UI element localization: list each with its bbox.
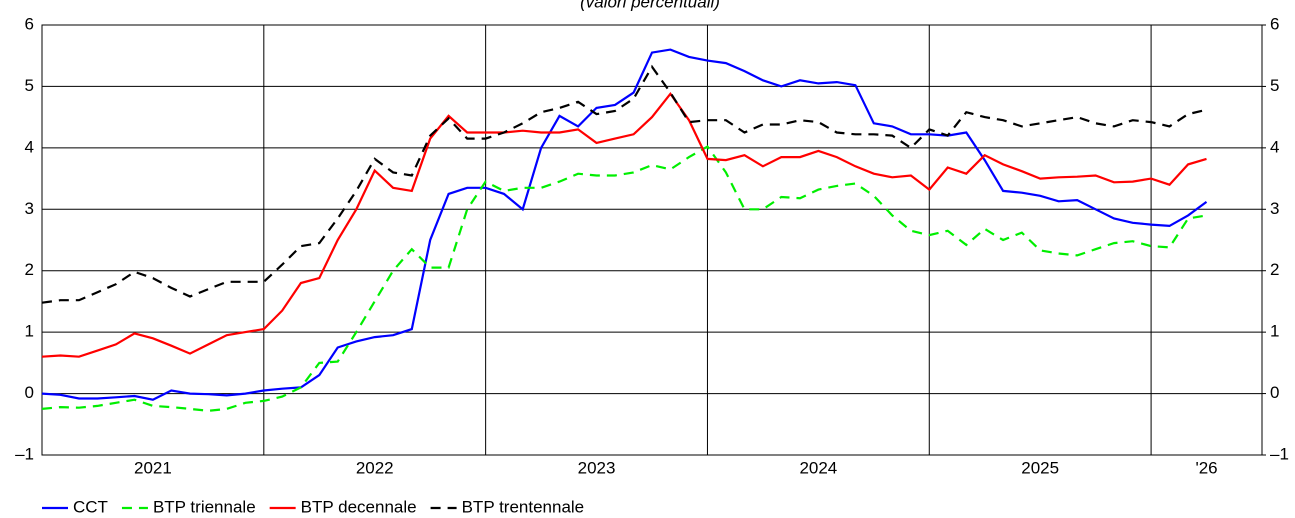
series-line: [41, 64, 1207, 304]
y-tick-label: –1: [15, 444, 34, 463]
y-tick-label: 2: [25, 260, 34, 279]
x-tick-label: '26: [1195, 458, 1217, 477]
y2-tick-label: 5: [1270, 76, 1279, 95]
legend-label: BTP trentennale: [462, 497, 585, 516]
y-tick-label: 3: [25, 199, 34, 218]
x-tick-label: 2025: [1021, 458, 1059, 477]
x-tick-label: 2023: [578, 458, 616, 477]
chart-subtitle: (valori percentuali): [580, 0, 720, 11]
y2-tick-label: 2: [1270, 260, 1279, 279]
plot-frame: [41, 24, 1263, 456]
x-tick-label: 2024: [799, 458, 837, 477]
y2-tick-label: 3: [1270, 199, 1279, 218]
series-line: [41, 48, 1208, 401]
y-tick-label: 5: [25, 76, 34, 95]
y2-tick-label: 4: [1270, 137, 1279, 156]
y2-tick-label: 1: [1270, 322, 1279, 341]
x-tick-label: 2022: [356, 458, 394, 477]
series-line: [41, 91, 1207, 358]
series-line: [41, 145, 1207, 412]
y2-tick-label: –1: [1270, 444, 1289, 463]
y-tick-label: 1: [25, 322, 34, 341]
legend-label: CCT: [73, 497, 108, 516]
y-tick-label: 0: [25, 383, 34, 402]
legend-label: BTP triennale: [153, 497, 256, 516]
y-tick-label: 4: [25, 137, 34, 156]
legend-label: BTP decennale: [301, 497, 417, 516]
y2-tick-label: 6: [1270, 14, 1279, 33]
y2-tick-label: 0: [1270, 383, 1279, 402]
y-tick-label: 6: [25, 14, 34, 33]
x-tick-label: 2021: [134, 458, 172, 477]
